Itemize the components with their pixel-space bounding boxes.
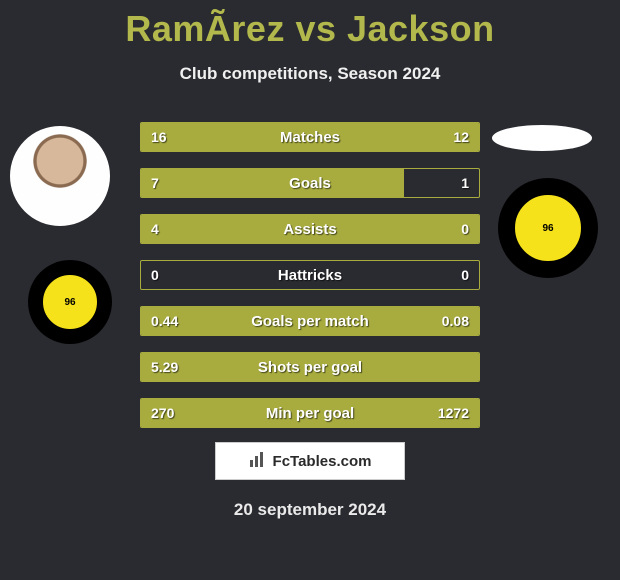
chart-icon (249, 450, 267, 473)
stat-row: 40Assists (140, 214, 480, 244)
club-crest-icon (40, 272, 100, 332)
footer-date: 20 september 2024 (0, 500, 620, 520)
stat-row: 1612Matches (140, 122, 480, 152)
stat-bar-left (141, 123, 334, 151)
stat-value-right: 1 (461, 169, 469, 197)
page-subtitle: Club competitions, Season 2024 (0, 64, 620, 84)
club-crest-right (498, 178, 598, 278)
stat-value-left: 0 (151, 261, 159, 289)
stat-row: 2701272Min per goal (140, 398, 480, 428)
player-right-avatar (492, 125, 592, 151)
stat-value-right: 0 (461, 261, 469, 289)
stat-row: 0.440.08Goals per match (140, 306, 480, 336)
stats-comparison-chart: 1612Matches 71Goals 40Assists 0 0Hattricks 0.… (140, 122, 480, 444)
player-left-avatar (10, 126, 110, 226)
stat-row: 0 0Hattricks (140, 260, 480, 290)
stat-label: Hattricks (141, 261, 479, 289)
stat-bar-left (141, 169, 404, 197)
stat-bar-right (427, 307, 479, 335)
stat-bar-left (141, 307, 427, 335)
stat-bar-left (141, 399, 200, 427)
stat-row: 5.29Shots per goal (140, 352, 480, 382)
page-title: RamÃ­rez vs Jackson (0, 0, 620, 50)
stat-bar-right (334, 123, 479, 151)
stat-bar-left (141, 215, 479, 243)
club-crest-left (28, 260, 112, 344)
club-crest-icon (512, 192, 584, 264)
stat-bar-right (200, 399, 479, 427)
footer-brand-text: FcTables.com (273, 453, 372, 470)
stat-bar-left (141, 353, 479, 381)
stat-row: 71Goals (140, 168, 480, 198)
footer-brand-badge: FcTables.com (215, 442, 405, 480)
